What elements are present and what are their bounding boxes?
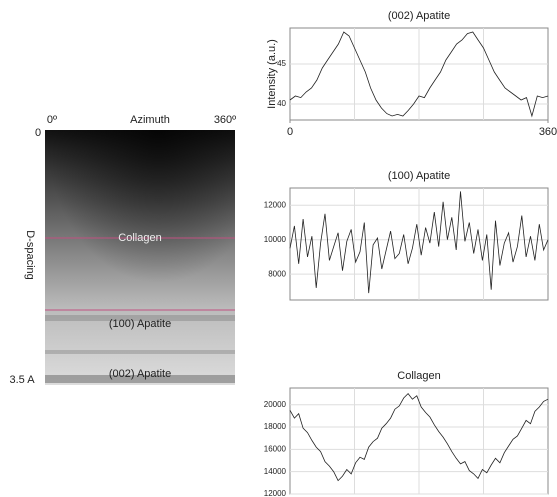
y-tick-label: 18000: [264, 422, 287, 431]
chart-title: (100) Apatite: [388, 170, 450, 182]
y-tick-label: 12000: [264, 489, 287, 497]
azimuth-label: Azimuth: [130, 114, 170, 126]
azimuth-end: 360º: [214, 114, 236, 126]
band-label: (100) Apatite: [109, 318, 171, 330]
chart-title: Collagen: [397, 370, 440, 382]
y-tick-label: 12000: [264, 200, 287, 209]
y-tick-label: 45: [277, 59, 286, 68]
x-tick-label: 0: [287, 126, 293, 138]
d-end: 3.5 A: [9, 374, 35, 386]
y-tick-label: 14000: [264, 467, 287, 476]
y-tick-label: 10000: [264, 235, 287, 244]
data-line: [289, 31, 549, 118]
band-label: Collagen: [118, 232, 161, 244]
azimuth-start: 0º: [47, 114, 57, 126]
data-line: [289, 392, 549, 482]
data-line: [289, 191, 549, 294]
diffraction-image: [45, 130, 235, 385]
y-tick-label: 40: [277, 99, 286, 108]
band-label: (002) Apatite: [109, 368, 171, 380]
y-tick-label: 16000: [264, 444, 287, 453]
d-label: D-spacing: [24, 230, 36, 280]
d-start: 0: [35, 127, 41, 139]
chart-title: (002) Apatite: [388, 10, 450, 22]
x-tick-label: 360: [539, 126, 557, 138]
y-axis-label: Intensity (a.u.): [266, 39, 278, 109]
y-tick-label: 20000: [264, 400, 287, 409]
y-tick-label: 8000: [268, 269, 286, 278]
